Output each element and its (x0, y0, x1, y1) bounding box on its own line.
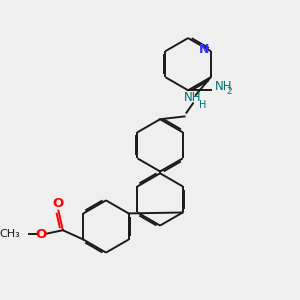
Text: N: N (199, 43, 209, 56)
Text: H: H (199, 100, 206, 110)
Text: NH: NH (184, 91, 202, 104)
Text: 2: 2 (226, 87, 232, 96)
Text: NH: NH (215, 80, 232, 93)
Text: CH₃: CH₃ (0, 229, 20, 239)
Text: O: O (36, 228, 47, 242)
Text: O: O (52, 197, 64, 210)
